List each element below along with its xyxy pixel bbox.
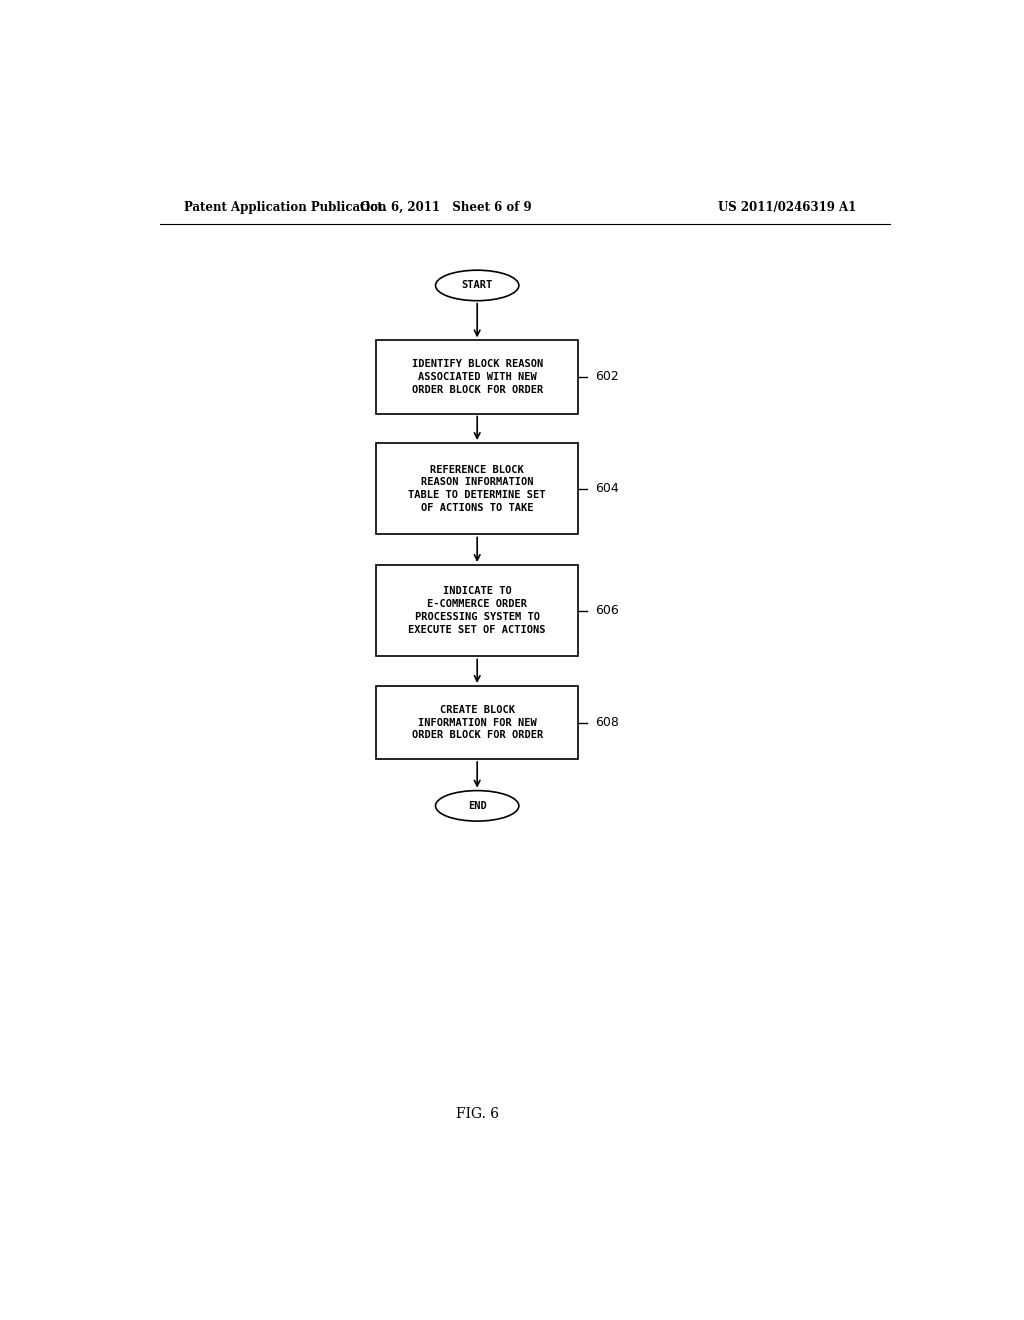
Text: REFERENCE BLOCK
REASON INFORMATION
TABLE TO DETERMINE SET
OF ACTIONS TO TAKE: REFERENCE BLOCK REASON INFORMATION TABLE… <box>409 465 546 513</box>
Bar <box>376 341 579 413</box>
Text: IDENTIFY BLOCK REASON
ASSOCIATED WITH NEW
ORDER BLOCK FOR ORDER: IDENTIFY BLOCK REASON ASSOCIATED WITH NE… <box>412 359 543 395</box>
Text: 602: 602 <box>595 371 618 383</box>
Ellipse shape <box>435 791 519 821</box>
Text: US 2011/0246319 A1: US 2011/0246319 A1 <box>718 201 856 214</box>
Text: CREATE BLOCK
INFORMATION FOR NEW
ORDER BLOCK FOR ORDER: CREATE BLOCK INFORMATION FOR NEW ORDER B… <box>412 705 543 741</box>
Text: FIG. 6: FIG. 6 <box>456 1106 499 1121</box>
Text: INDICATE TO
E-COMMERCE ORDER
PROCESSING SYSTEM TO
EXECUTE SET OF ACTIONS: INDICATE TO E-COMMERCE ORDER PROCESSING … <box>409 586 546 635</box>
Text: 608: 608 <box>595 715 618 729</box>
Text: END: END <box>468 801 486 810</box>
Bar <box>376 565 579 656</box>
Ellipse shape <box>435 271 519 301</box>
Bar <box>376 444 579 535</box>
Text: START: START <box>462 280 493 290</box>
Text: 606: 606 <box>595 605 618 618</box>
Text: 604: 604 <box>595 482 618 495</box>
Bar <box>376 686 579 759</box>
Text: Oct. 6, 2011   Sheet 6 of 9: Oct. 6, 2011 Sheet 6 of 9 <box>359 201 531 214</box>
Text: Patent Application Publication: Patent Application Publication <box>183 201 386 214</box>
